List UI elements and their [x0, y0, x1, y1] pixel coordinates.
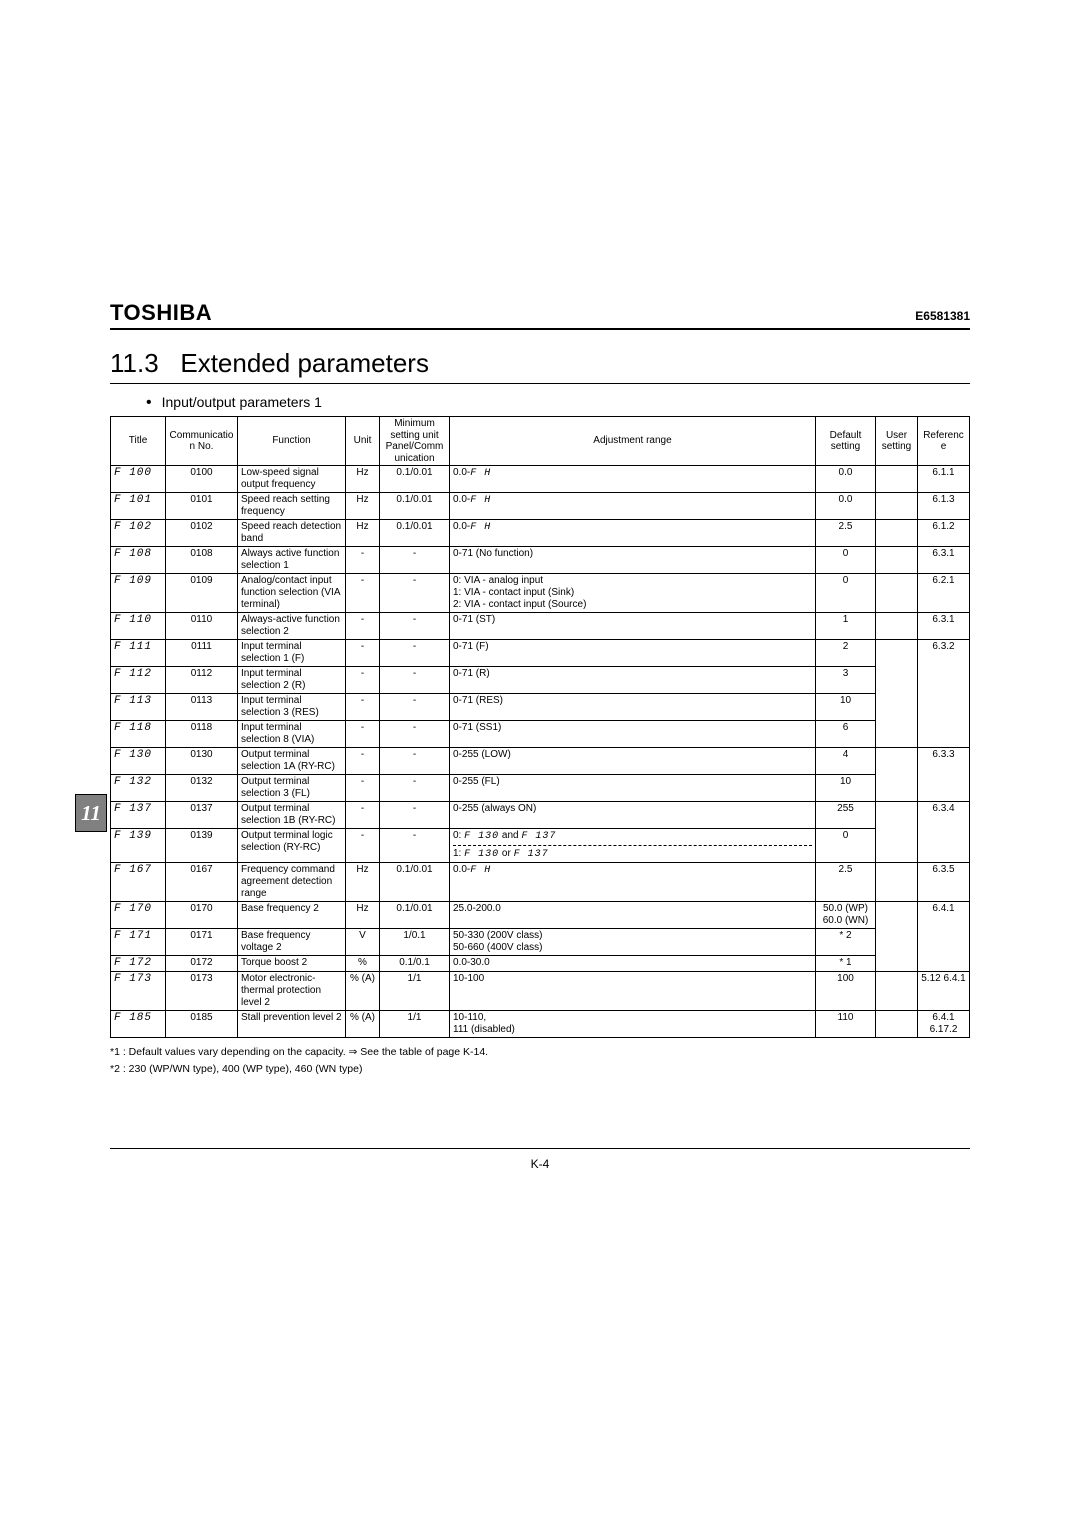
table-row: F 173 0173 Motor electronic-thermal prot… [111, 972, 970, 1011]
table-row: F 170 0170 Base frequency 2 Hz 0.1/0.01 … [111, 902, 970, 929]
table-row: F 137 0137 Output terminal selection 1B … [111, 802, 970, 829]
table-row: F 118 0118 Input terminal selection 8 (V… [111, 721, 970, 748]
table-subtitle: Input/output parameters 1 [146, 394, 970, 412]
chapter-tab: 11 [75, 794, 107, 832]
header-bar: TOSHIBA E6581381 [110, 300, 970, 330]
table-row: F 171 0171 Base frequency voltage 2 V 1/… [111, 929, 970, 956]
col-min: Minimum setting unit Panel/Communication [380, 417, 450, 466]
table-row: F 109 0109 Analog/contact input function… [111, 574, 970, 613]
col-comm: Communication No. [166, 417, 238, 466]
footnote-2: *2 : 230 (WP/WN type), 400 (WP type), 46… [110, 1061, 970, 1078]
col-unit: Unit [346, 417, 380, 466]
section-number: 11.3 [110, 348, 159, 378]
table-row: F 167 0167 Frequency command agreement d… [111, 863, 970, 902]
footnotes: *1 : Default values vary depending on th… [110, 1044, 970, 1078]
page-number: K-4 [110, 1157, 970, 1171]
col-adj: Adjustment range [450, 417, 816, 466]
parameters-table: Title Communication No. Function Unit Mi… [110, 416, 970, 1038]
table-row: F 112 0112 Input terminal selection 2 (R… [111, 667, 970, 694]
col-def: Default setting [816, 417, 876, 466]
table-row: F 185 0185 Stall prevention level 2 % (A… [111, 1011, 970, 1038]
table-row: F 139 0139 Output terminal logic selecti… [111, 829, 970, 863]
document-number: E6581381 [915, 309, 970, 323]
col-ref: Reference [918, 417, 970, 466]
section-heading: 11.3 Extended parameters [110, 348, 970, 379]
table-header-row: Title Communication No. Function Unit Mi… [111, 417, 970, 466]
col-func: Function [238, 417, 346, 466]
table-row: F 110 0110 Always-active function select… [111, 613, 970, 640]
table-row: F 172 0172 Torque boost 2 % 0.1/0.1 0.0-… [111, 956, 970, 972]
section-title-text: Extended parameters [180, 348, 429, 378]
table-row: F 101 0101 Speed reach setting frequency… [111, 493, 970, 520]
table-row: F 100 0100 Low-speed signal output frequ… [111, 466, 970, 493]
table-row: F 132 0132 Output terminal selection 3 (… [111, 775, 970, 802]
col-title: Title [111, 417, 166, 466]
col-user: User setting [876, 417, 918, 466]
table-row: F 113 0113 Input terminal selection 3 (R… [111, 694, 970, 721]
table-row: F 102 0102 Speed reach detection band Hz… [111, 520, 970, 547]
footnote-1: *1 : Default values vary depending on th… [110, 1044, 970, 1061]
table-row: F 111 0111 Input terminal selection 1 (F… [111, 640, 970, 667]
table-row: F 108 0108 Always active function select… [111, 547, 970, 574]
brand-logo: TOSHIBA [110, 300, 212, 326]
table-row: F 130 0130 Output terminal selection 1A … [111, 748, 970, 775]
